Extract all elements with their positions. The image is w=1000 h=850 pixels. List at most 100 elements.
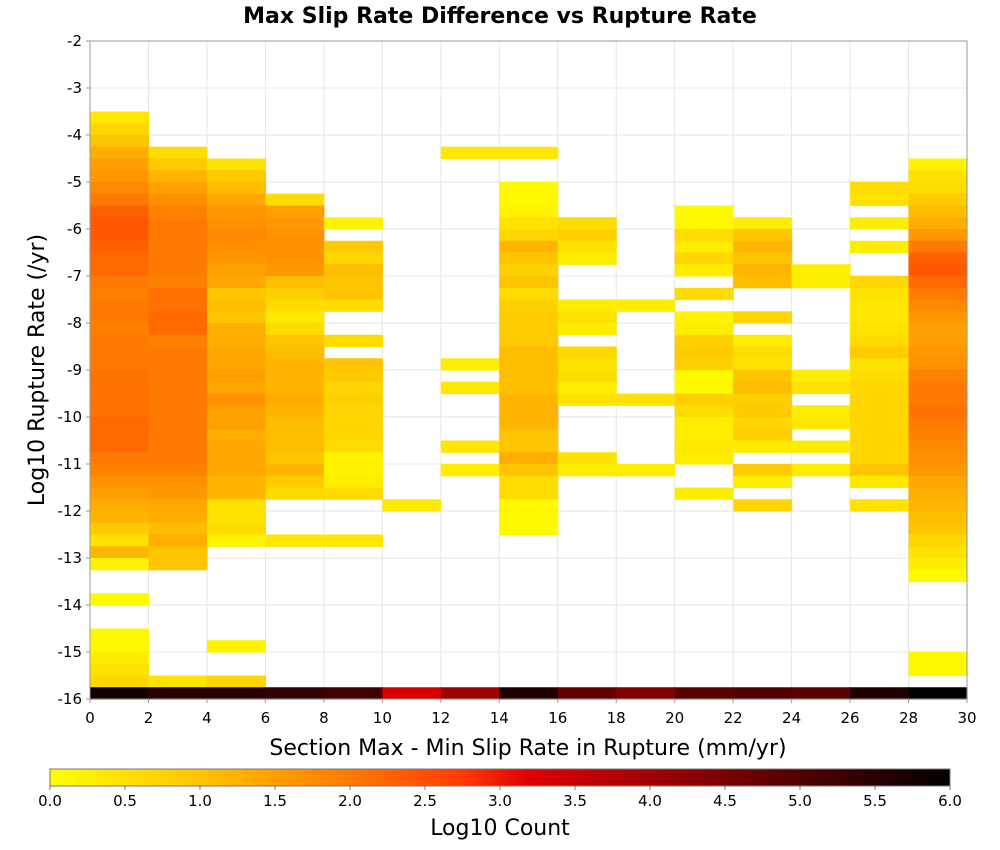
heatmap-cell	[148, 393, 208, 406]
heatmap-cell	[148, 499, 208, 512]
heatmap-cell	[90, 146, 150, 160]
heatmap-cell	[323, 381, 383, 395]
heatmap-cell	[499, 240, 559, 254]
heatmap-cell	[908, 381, 968, 395]
y-axis-ticks: -2 -3 -4 -5 -6 -7 -8 -9 -10 -11 -12 -13 -14 -15 -16	[58, 32, 90, 708]
heatmap-cell	[674, 334, 734, 348]
heatmap-cell	[90, 170, 150, 183]
heatmap-cell	[323, 276, 383, 289]
x-axis-ticks: 0 2 4 6 8 10 12 14 16 18 20 22 24 26 28 30	[85, 699, 977, 727]
chart-title: Max Slip Rate Difference vs Rupture Rate	[243, 4, 757, 29]
heatmap-cell	[206, 381, 266, 395]
y-tick-label: -12	[58, 502, 83, 520]
heatmap-cell	[499, 452, 559, 465]
heatmap-cell	[90, 522, 150, 536]
heatmap-cell	[908, 217, 968, 230]
heatmap-cell	[499, 182, 559, 195]
heatmap-cell	[557, 311, 617, 324]
heatmap-cell	[206, 452, 266, 465]
heatmap-cell	[733, 393, 793, 406]
heatmap-cell	[90, 417, 150, 430]
heatmap-cell	[265, 358, 325, 371]
heatmap-cell	[148, 252, 208, 265]
heatmap-cell	[733, 499, 793, 512]
heatmap-cell	[908, 405, 968, 418]
heatmap-cell	[791, 405, 851, 418]
heatmap-cell	[90, 440, 150, 453]
colorbar-tick-label: 2.0	[338, 792, 362, 810]
heatmap-cell	[499, 264, 559, 277]
heatmap-cell	[908, 276, 968, 289]
heatmap-cell	[148, 475, 208, 489]
heatmap-cell	[908, 170, 968, 183]
heatmap-cell	[90, 158, 150, 171]
heatmap-cell	[499, 229, 559, 242]
heatmap-cell	[733, 687, 793, 700]
heatmap-cell	[148, 452, 208, 465]
heatmap-cell	[90, 358, 150, 371]
heatmap-cell	[265, 287, 325, 301]
colorbar-tick-label: 1.5	[263, 792, 287, 810]
heatmap-cell	[90, 123, 150, 136]
heatmap-cell	[850, 358, 910, 371]
heatmap-cell	[90, 205, 150, 218]
heatmap-cell	[557, 229, 617, 242]
heatmap-cell	[499, 287, 559, 301]
heatmap-cell	[90, 111, 150, 124]
heatmap-cell	[499, 193, 559, 207]
heatmap-cell	[90, 428, 150, 442]
heatmap-cell	[265, 252, 325, 265]
heatmap-cell	[265, 323, 325, 336]
colorbar-tick-label: 4.5	[713, 792, 737, 810]
heatmap-cell	[90, 534, 150, 547]
heatmap-cell	[850, 287, 910, 301]
heatmap-cell	[148, 182, 208, 195]
heatmap-cell	[733, 475, 793, 489]
heatmap-cell	[206, 323, 266, 336]
heatmap-cell	[90, 675, 150, 688]
heatmap-cell	[557, 299, 617, 312]
heatmap-cell	[674, 417, 734, 430]
heatmap-cell	[382, 499, 442, 512]
heatmap-cell	[148, 687, 208, 700]
heatmap-cell	[908, 511, 968, 524]
heatmap-cell	[323, 534, 383, 547]
heatmap-cell	[440, 440, 500, 453]
heatmap-cell	[674, 487, 734, 500]
x-tick-label: 18	[607, 709, 626, 727]
heatmap-cell	[674, 687, 734, 700]
heatmap-cell	[908, 452, 968, 465]
colorbar-tick-label: 5.5	[863, 792, 887, 810]
x-tick-label: 0	[85, 709, 95, 727]
heatmap-cell	[148, 193, 208, 207]
heatmap-cell	[148, 511, 208, 524]
heatmap-cell	[90, 511, 150, 524]
heatmap-cell	[440, 464, 500, 477]
heatmap-cell	[265, 464, 325, 477]
heatmap-cell	[323, 370, 383, 383]
heatmap-cell	[908, 475, 968, 489]
y-axis-label: Log10 Rupture Rate (/yr)	[25, 234, 50, 506]
heatmap-cell	[323, 475, 383, 489]
heatmap-cell	[557, 381, 617, 395]
heatmap-cell	[850, 334, 910, 348]
heatmap-cell	[206, 675, 266, 688]
heatmap-cell	[499, 487, 559, 500]
heatmap-cell	[850, 323, 910, 336]
heatmap-cell	[90, 687, 150, 700]
heatmap-cell	[908, 440, 968, 453]
heatmap-cell	[90, 475, 150, 489]
heatmap-cell	[499, 475, 559, 489]
heatmap-cell	[499, 299, 559, 312]
heatmap-cell	[148, 276, 208, 289]
heatmap-cell	[148, 428, 208, 442]
heatmap-cell	[206, 182, 266, 195]
heatmap-cell	[674, 452, 734, 465]
colorbar-tick-label: 2.5	[413, 792, 437, 810]
heatmap-cell	[850, 417, 910, 430]
heatmap-cell	[265, 240, 325, 254]
heatmap-cell	[90, 628, 150, 641]
heatmap-cell	[206, 464, 266, 477]
heatmap-cell	[148, 381, 208, 395]
heatmap-cell	[206, 534, 266, 547]
